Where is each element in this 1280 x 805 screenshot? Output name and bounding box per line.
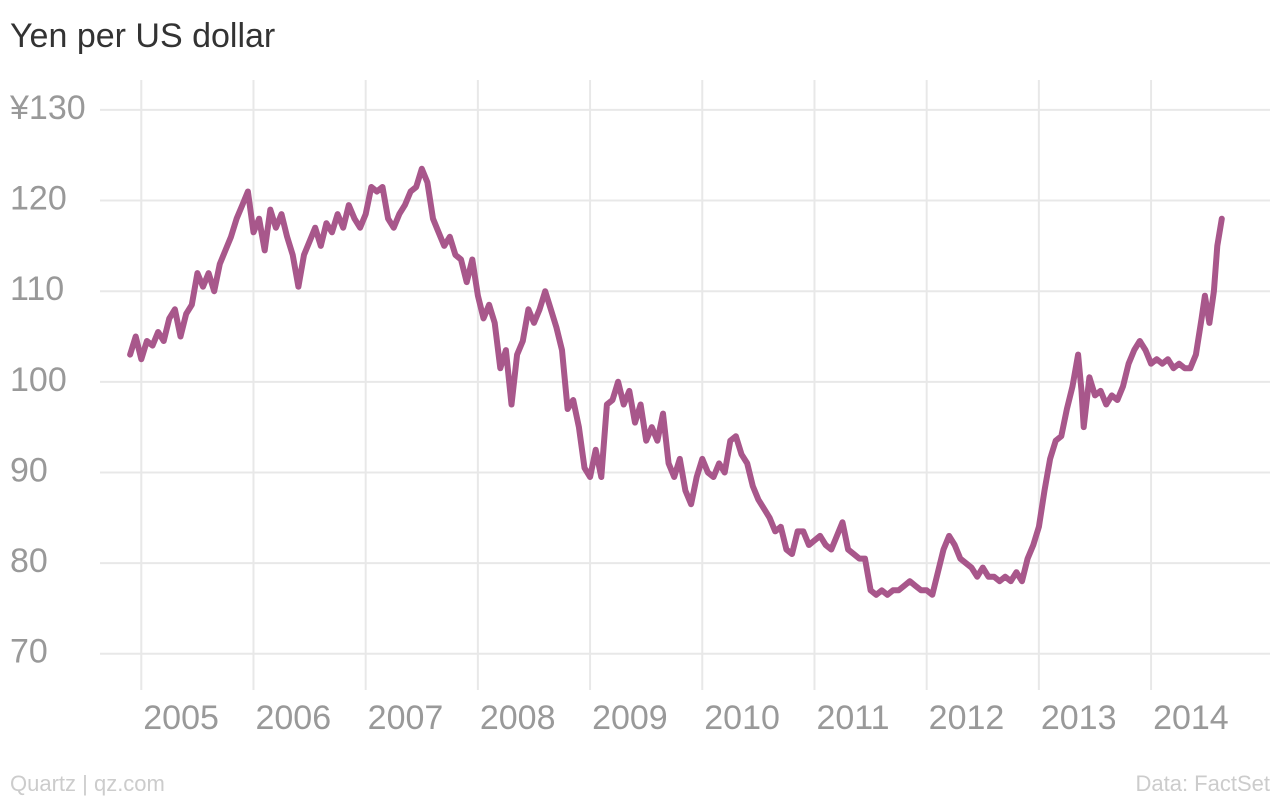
x-tick-label: 2012 [929,699,1005,737]
x-tick-label: 2008 [480,699,556,737]
y-tick-label: 90 [10,451,48,489]
x-tick-label: 2009 [592,699,668,737]
x-tick-label: 2007 [368,699,444,737]
x-tick-label: 2006 [255,699,331,737]
y-tick-label: ¥130 [9,89,86,127]
chart-title: Yen per US dollar [10,17,275,55]
x-tick-label: 2013 [1041,699,1117,737]
x-tick-label: 2010 [704,699,780,737]
y-tick-label: 70 [10,633,48,671]
data-line [127,165,1225,598]
source: Data: FactSet [1135,771,1270,796]
credit: Quartz | qz.com [10,771,165,796]
x-tick-label: 2011 [816,699,889,737]
y-tick-label: 110 [10,270,64,308]
x-tick-label: 2014 [1153,699,1229,737]
x-tick-label: 2005 [143,699,219,737]
y-tick-label: 120 [10,180,67,218]
y-tick-label: 80 [10,542,48,580]
y-tick-label: 100 [10,361,67,399]
